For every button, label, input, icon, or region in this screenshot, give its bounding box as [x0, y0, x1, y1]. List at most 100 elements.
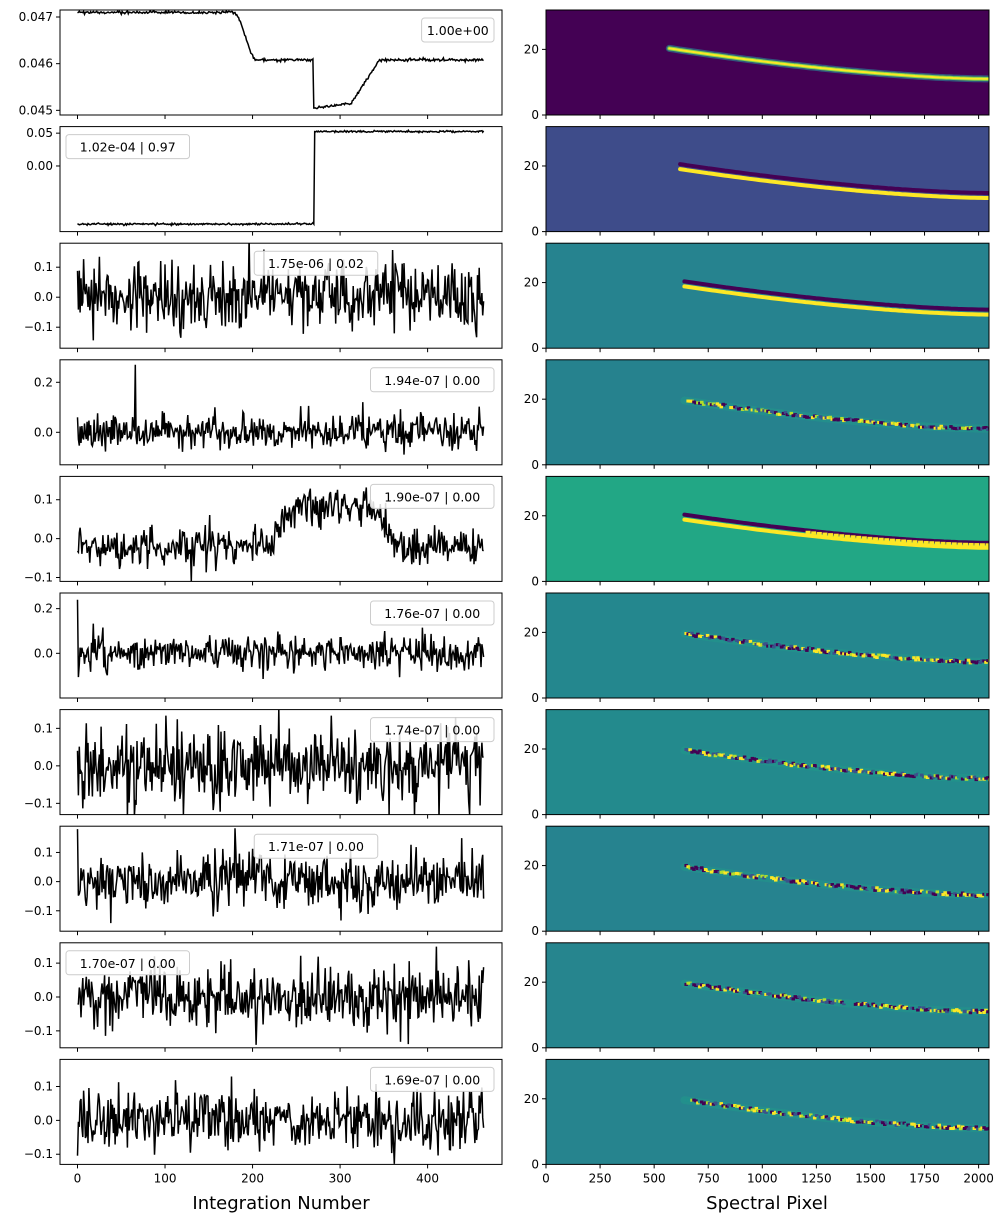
trace-speckle	[910, 1006, 914, 1010]
trace-speckle	[956, 660, 961, 664]
trace-speckle	[737, 1104, 741, 1108]
trace-speckle	[742, 874, 747, 878]
trace-speckle	[799, 996, 803, 1000]
y-tick-label: 0.05	[26, 126, 53, 140]
y-tick-label: −0.1	[24, 1147, 53, 1161]
trace-speckle	[816, 883, 821, 887]
trace-speckle	[896, 890, 901, 894]
trace-speckle	[883, 1004, 887, 1008]
trace-speckle	[834, 417, 838, 421]
trace-speckle	[964, 1126, 969, 1130]
trace-speckle	[744, 407, 749, 411]
trace-speckle	[871, 420, 875, 424]
trace-speckle	[879, 421, 883, 425]
trace-speckle	[923, 891, 928, 895]
trace-speckle	[935, 1009, 940, 1013]
trace-speckle	[816, 764, 821, 768]
y-tick-label: 20	[524, 42, 539, 56]
trace-speckle	[694, 401, 698, 405]
trace-speckle	[900, 888, 905, 892]
trace-speckle	[986, 1127, 989, 1131]
x-tick-label: 1250	[801, 1171, 832, 1185]
trace-speckle	[919, 1008, 924, 1012]
trace-speckle	[900, 771, 905, 775]
trace-speckle	[791, 414, 796, 418]
y-tick-label: 0.0	[34, 875, 53, 889]
trace-speckle	[836, 767, 840, 771]
trace-speckle	[949, 893, 953, 897]
trace-speckle	[863, 419, 868, 423]
trace-speckle	[964, 426, 969, 430]
trace-speckle	[847, 884, 852, 888]
y-tick-label: −0.1	[24, 904, 53, 918]
trace-speckle	[787, 879, 792, 883]
image-frame	[545, 709, 990, 816]
trace-speckle	[812, 649, 817, 653]
y-tick-label: 0.2	[34, 375, 53, 389]
trace-speckle	[744, 874, 749, 878]
image-frame	[545, 359, 990, 466]
trace-speckle	[748, 639, 753, 643]
trace-speckle	[951, 660, 955, 664]
trace-speckle	[980, 894, 984, 898]
trace-speckle	[783, 762, 788, 766]
trace-speckle	[923, 775, 928, 779]
trace-speckle	[901, 539, 907, 543]
trace-speckle	[898, 1004, 903, 1008]
trace-speckle	[762, 876, 766, 880]
trace-speckle	[929, 541, 935, 545]
trace-speckle	[873, 770, 877, 774]
trace-speckle	[705, 633, 710, 637]
trace-speckle	[984, 1008, 988, 1012]
trace-speckle	[847, 767, 852, 771]
trace-speckle	[890, 772, 895, 776]
trace-speckle	[760, 991, 764, 995]
trace-speckle	[931, 892, 936, 896]
trace-speckle	[690, 750, 694, 754]
trace-speckle	[779, 410, 784, 414]
trace-speckle	[775, 412, 780, 416]
trace-speckle	[688, 866, 692, 870]
trace-speckle	[892, 656, 897, 660]
trace-speckle	[737, 988, 741, 992]
trace-speckle	[871, 769, 875, 773]
trace-speckle	[738, 641, 743, 645]
trace-speckle	[896, 1006, 901, 1010]
trace-speckle	[869, 885, 873, 889]
trace-speckle	[744, 1106, 749, 1110]
y-tick-label: 20	[524, 509, 539, 523]
trace-speckle	[974, 778, 979, 782]
trace-speckle	[941, 893, 945, 897]
spectral-trace	[680, 629, 989, 666]
trace-speckle	[968, 542, 974, 546]
trace-speckle	[890, 887, 895, 891]
trace-speckle	[717, 985, 722, 989]
trace-speckle	[752, 642, 757, 646]
trace-speckle	[797, 1112, 801, 1116]
trace-speckle	[939, 424, 943, 428]
annotation-frame	[421, 17, 495, 43]
trace-speckle	[733, 1103, 737, 1107]
trace-speckle	[886, 422, 891, 426]
trace-speckle	[946, 542, 952, 546]
trace-speckle	[781, 993, 786, 997]
trace-speckle	[688, 399, 692, 403]
timeseries-line	[76, 364, 485, 455]
trace-speckle	[698, 1100, 702, 1104]
spectral-trace	[678, 162, 989, 200]
trace-speckle	[824, 765, 829, 769]
trace-speckle	[863, 1002, 868, 1006]
trace-speckle	[869, 1003, 873, 1007]
trace-speckle	[853, 770, 858, 774]
annotation-box: 1.76e-07 | 0.00	[370, 600, 495, 626]
trace-speckle	[982, 777, 986, 781]
trace-speckle	[707, 1101, 712, 1105]
spectral-trace	[680, 979, 989, 1016]
trace-speckle	[951, 1008, 955, 1012]
trace-speckle	[832, 1115, 836, 1119]
trace-speckle	[766, 409, 770, 413]
axes-frame	[59, 9, 503, 116]
trace-speckle	[986, 659, 989, 663]
trace-speckle	[715, 869, 720, 873]
trace-speckle	[861, 536, 867, 540]
